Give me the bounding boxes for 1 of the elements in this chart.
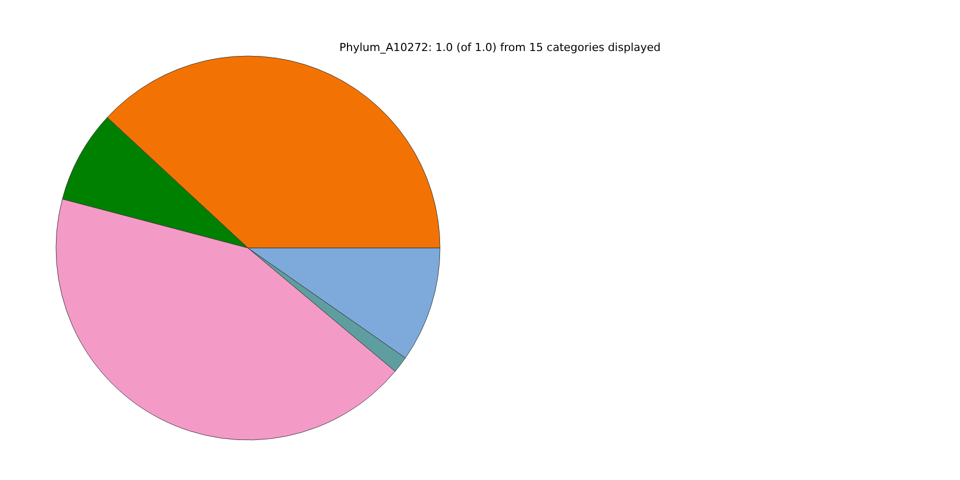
text: Phylum_A10272: 1.0 (of 1.0) from 15 categories displayed	[339, 41, 661, 54]
